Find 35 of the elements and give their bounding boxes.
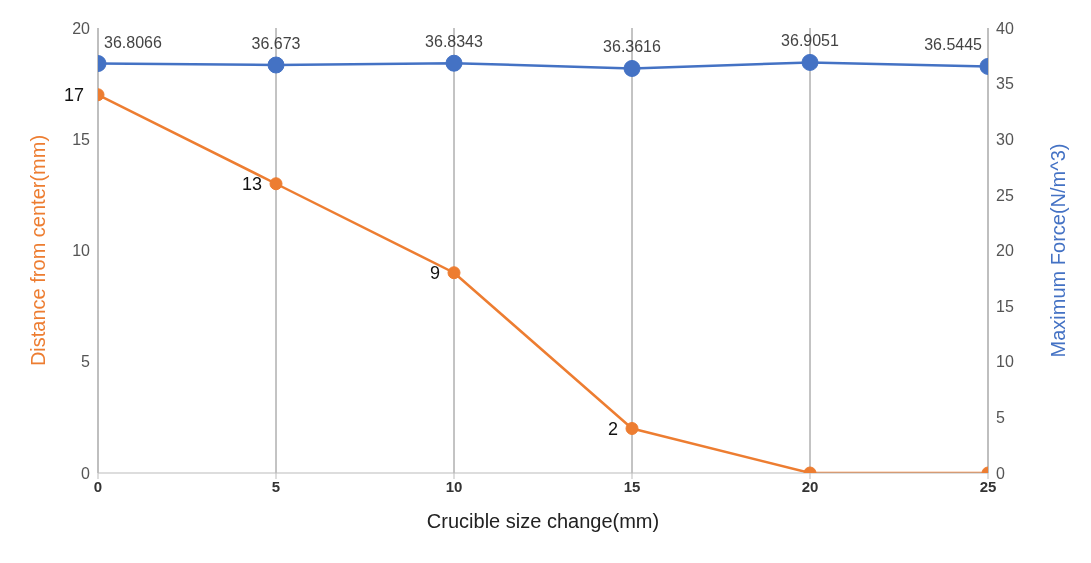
x-tick-label: 10 (445, 477, 463, 495)
y-tick-label: 15 (72, 130, 91, 148)
y2-tick-label: 30 (996, 130, 1014, 148)
y-tick-label: 0 (81, 464, 91, 482)
data-label: 36.673 (251, 35, 301, 53)
x-tick-label: 15 (623, 477, 641, 495)
y-axis-title: Distance from center(mm) (27, 134, 50, 367)
y-tick-label: 20 (72, 19, 91, 37)
y2-axis-title: Maximum Force(N/m^3) (1047, 143, 1070, 358)
data-label: 36.8066 (104, 33, 162, 51)
point (447, 266, 461, 280)
y2-tick-label: 15 (996, 297, 1014, 315)
data-label: 36.5445 (924, 36, 983, 54)
y2-tick-label: 5 (996, 409, 1005, 427)
data-label: 9 (429, 262, 440, 283)
x-tick-label: 25 (979, 477, 997, 495)
y-tick-label: 10 (72, 242, 91, 260)
y2-tick-label: 0 (996, 464, 1005, 482)
data-label: 36.3616 (603, 38, 662, 56)
data-label: 36.8343 (425, 33, 484, 51)
data-label: 2 (607, 418, 618, 439)
point (269, 177, 283, 191)
y-tick-label: 5 (81, 353, 91, 371)
data-label: 36.9051 (781, 32, 840, 50)
y2-tick-label: 20 (996, 242, 1014, 260)
y2-tick-label: 25 (996, 186, 1014, 204)
x-tick-label: 20 (801, 477, 819, 495)
x-tick-label: 0 (93, 477, 103, 495)
y2-tick-label: 10 (996, 353, 1014, 371)
data-label: 17 (63, 84, 84, 105)
x-axis-title: Crucible size change(mm) (426, 510, 660, 532)
x-tick-label: 5 (271, 477, 281, 495)
data-label: 13 (241, 173, 262, 194)
y2-tick-label: 40 (996, 19, 1014, 37)
y2-tick-label: 35 (996, 75, 1014, 93)
